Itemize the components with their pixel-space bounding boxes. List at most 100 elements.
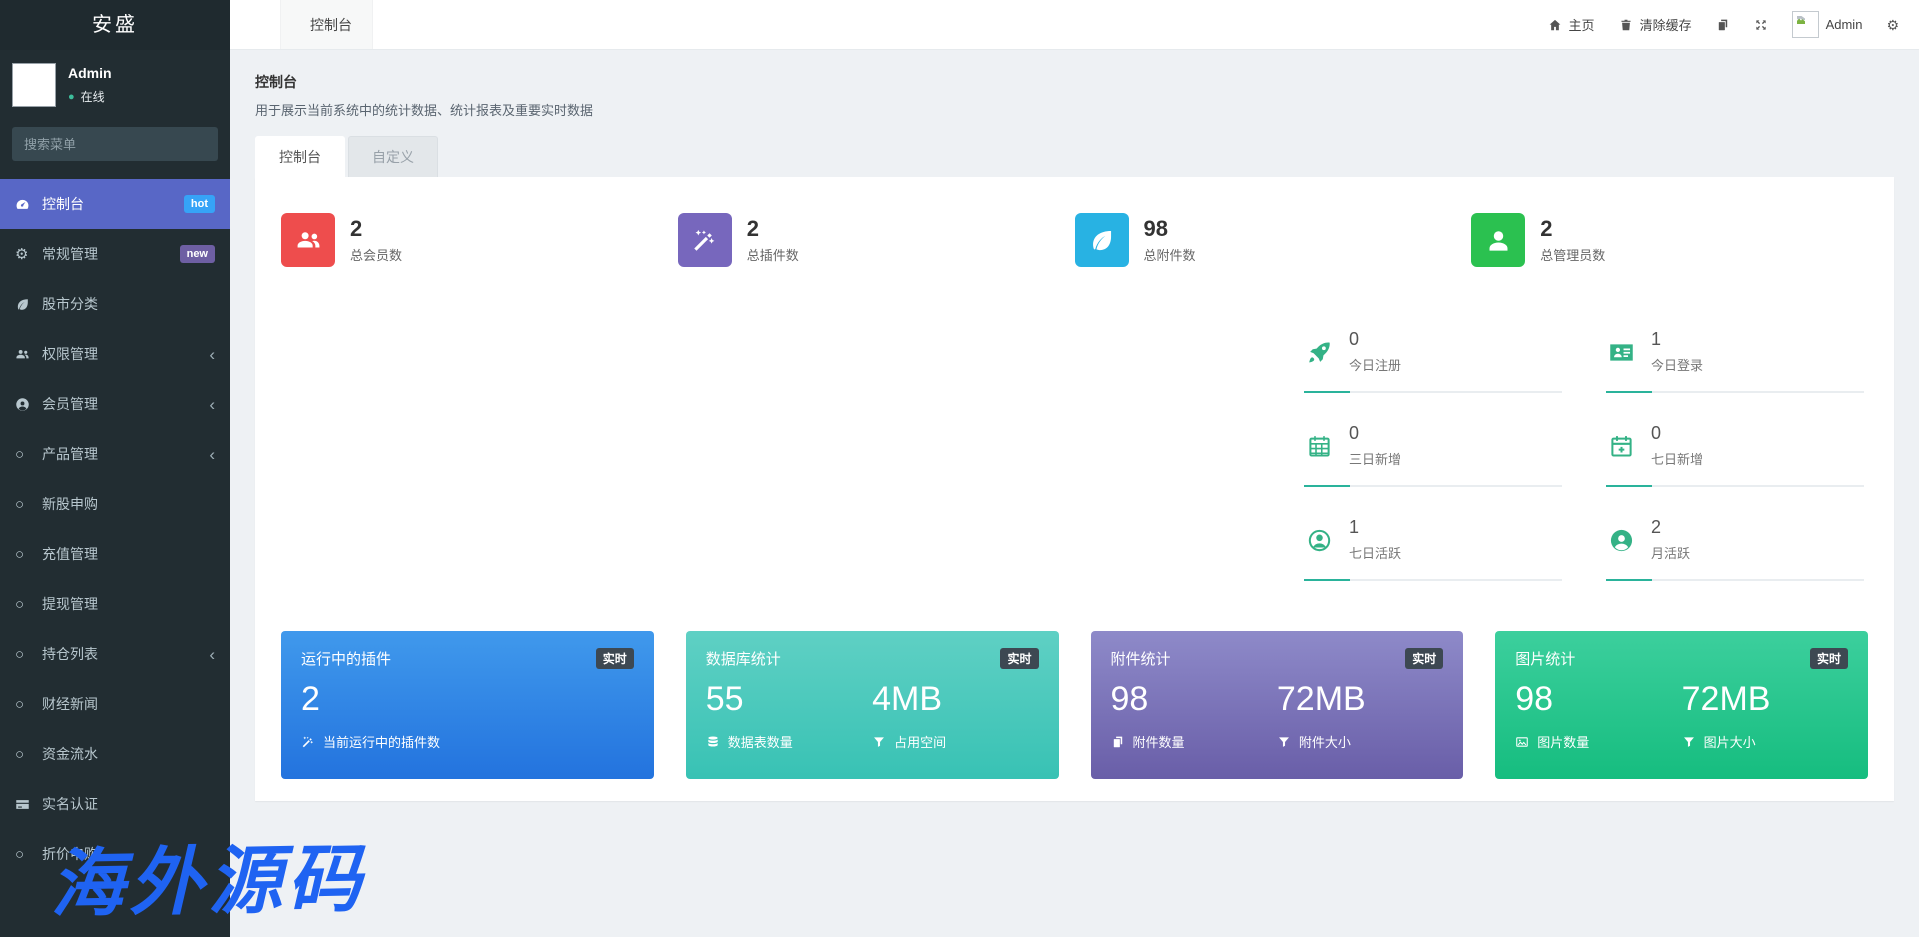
stat-item: 2 总插件数 [677, 213, 1075, 267]
sidebar-search [12, 127, 218, 161]
image-icon [1515, 735, 1529, 749]
sidebar-item-label: 控制台 [42, 196, 84, 212]
topbar-user-name: Admin [1825, 17, 1863, 32]
card-title: 图片统计 [1515, 651, 1576, 668]
sidebar-item-label: 常规管理 [42, 246, 98, 262]
sidebar-item[interactable]: 权限管理 ‹ [0, 329, 230, 379]
user-avatar[interactable] [1791, 11, 1819, 38]
summary-card: 运行中的插件 实时 2 当前运行中的插件数 [281, 631, 654, 779]
sidebar-item[interactable]: ○ 财经新闻 [0, 679, 230, 729]
rocket-icon [1304, 331, 1334, 374]
mini-stat-value: 0 [1349, 423, 1360, 443]
user-circle-filled-icon [1606, 519, 1636, 562]
copy-button[interactable] [1716, 18, 1730, 32]
chevron-left-icon: ‹ [209, 644, 215, 664]
metric-label: 附件数量 [1132, 735, 1185, 750]
credit-card-icon [15, 797, 42, 812]
panel-tabs: 控制台 自定义 [255, 136, 1894, 177]
chevron-left-icon: ‹ [209, 394, 215, 414]
calendar-icon [1304, 425, 1334, 468]
sidebar-item-label: 充值管理 [42, 546, 98, 562]
sidebar: 安盛 Admin ● 在线 控制台hot⚙常规管理new股市分类权限管理‹会员管… [0, 0, 230, 937]
realtime-badge: 实时 [1405, 648, 1444, 669]
sidebar-item[interactable]: ⚙ 常规管理 new [0, 229, 230, 279]
tab-custom[interactable]: 自定义 [348, 136, 438, 177]
database-icon [706, 735, 720, 749]
sidebar-item[interactable]: ○ 产品管理 ‹ [0, 429, 230, 479]
mini-stat: 2 月活跃 [1606, 517, 1864, 581]
filter-icon [1277, 735, 1291, 749]
status-dot-icon: ● [68, 90, 75, 103]
page-title: 控制台 [255, 74, 297, 90]
sidebar-item[interactable]: ○ 资金流水 [0, 729, 230, 779]
home-icon [1548, 18, 1562, 32]
summary-card: 附件统计 实时 98 附件数量 72MB 附件大小 [1090, 631, 1464, 779]
metric-value: 72MB [1276, 680, 1366, 718]
stat-label: 总管理员数 [1540, 248, 1606, 263]
circle-o-icon: ○ [15, 745, 25, 763]
fullscreen-button[interactable] [1754, 18, 1768, 32]
mini-stat-value: 0 [1349, 329, 1360, 349]
topbar-action-label: 清除缓存 [1639, 18, 1692, 33]
dashboard-panel: 2 总会员数 2 总插件数 98 总附件数 2 总管理员数 0 今日注册 1 今日登录 0 三日新增 0 七… [255, 177, 1894, 801]
id-card-icon [1606, 331, 1636, 374]
search-icon[interactable] [184, 129, 214, 159]
sidebar-item[interactable]: ○ 持仓列表 ‹ [0, 629, 230, 679]
settings-button[interactable]: ⚙ [1886, 18, 1899, 32]
sidebar-item[interactable]: 控制台 hot [0, 179, 230, 229]
sidebar-item[interactable]: 实名认证 [0, 779, 230, 829]
mini-stat-value: 1 [1349, 517, 1360, 537]
stat-value: 2 [350, 216, 363, 241]
stat-label: 总附件数 [1143, 248, 1196, 263]
sidebar-item[interactable]: ○ 折价申购 [0, 829, 230, 879]
topbar: 控制台 主页 清除缓存 Admin ⚙ [230, 0, 1919, 50]
mini-underline [1606, 391, 1864, 393]
mini-stat-label: 七日新增 [1651, 452, 1704, 467]
sidebar-item-label: 财经新闻 [42, 696, 98, 712]
stat-item: 2 总管理员数 [1471, 213, 1868, 267]
search-input[interactable] [24, 136, 184, 152]
tachometer-icon [15, 197, 42, 212]
copy-icon [1111, 735, 1125, 749]
topbar-tab-dashboard[interactable]: 控制台 [280, 0, 373, 49]
user-menu[interactable]: Admin [1791, 11, 1863, 38]
leaf-icon [15, 297, 42, 312]
trash-icon [1619, 18, 1633, 32]
card-title: 运行中的插件 [301, 651, 392, 668]
stat-item: 98 总附件数 [1074, 213, 1472, 267]
circle-o-icon: ○ [15, 845, 25, 863]
circle-o-icon: ○ [15, 695, 25, 713]
user-name: Admin [68, 65, 112, 81]
card-title: 附件统计 [1110, 651, 1171, 668]
tab-dashboard[interactable]: 控制台 [255, 136, 345, 177]
mini-stats-grid: 0 今日注册 1 今日登录 0 三日新增 0 七日新增 1 七日活跃 2 月活跃 [1304, 329, 1864, 581]
files-icon [1716, 18, 1730, 32]
sidebar-item[interactable]: 股市分类 [0, 279, 230, 329]
clear-cache-link[interactable]: 清除缓存 [1619, 15, 1692, 34]
stat-icon-box [677, 213, 732, 267]
sidebar-item[interactable]: ○ 新股申购 [0, 479, 230, 529]
metric-label: 图片大小 [1703, 735, 1756, 750]
stat-value: 2 [1540, 216, 1553, 241]
mini-stat-label: 七日活跃 [1349, 546, 1402, 561]
circle-o-icon: ○ [15, 495, 25, 513]
circle-o-icon: ○ [15, 645, 25, 663]
sidebar-item[interactable]: ○ 提现管理 [0, 579, 230, 629]
sidebar-item-label: 产品管理 [42, 446, 98, 462]
sidebar-item[interactable]: ○ 充值管理 [0, 529, 230, 579]
magic-icon [691, 227, 718, 254]
sidebar-item-label: 新股申购 [42, 496, 98, 512]
mini-stat: 0 三日新增 [1304, 423, 1562, 487]
metric-value: 55 [705, 680, 744, 718]
home-link[interactable]: 主页 [1548, 15, 1595, 34]
metric-value: 72MB [1681, 680, 1771, 718]
metric-value: 2 [301, 680, 320, 718]
expand-icon [1754, 18, 1768, 32]
metric-label: 占用空间 [894, 735, 947, 750]
mini-stat-label: 三日新增 [1349, 452, 1402, 467]
sidebar-item[interactable]: 会员管理 ‹ [0, 379, 230, 429]
menu-toggle-button[interactable] [230, 0, 280, 49]
mini-stat-value: 0 [1651, 423, 1662, 443]
sidebar-item-label: 会员管理 [42, 396, 98, 412]
sidebar-item-label: 资金流水 [42, 746, 98, 762]
